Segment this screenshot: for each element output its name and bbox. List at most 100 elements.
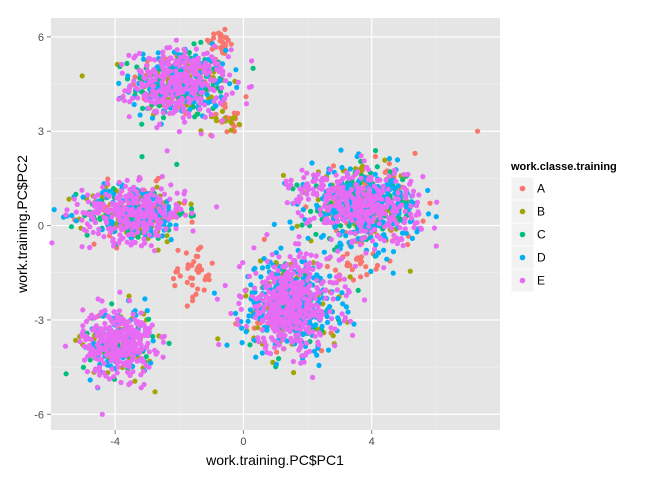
point-E bbox=[361, 297, 368, 303]
point-E bbox=[122, 183, 128, 189]
point-E bbox=[164, 60, 170, 66]
point-A bbox=[350, 277, 356, 283]
point-E bbox=[117, 315, 124, 321]
point-D bbox=[414, 229, 420, 235]
point-D bbox=[390, 270, 396, 276]
point-E bbox=[160, 110, 166, 116]
point-E bbox=[101, 234, 107, 240]
point-E bbox=[195, 55, 202, 61]
point-E bbox=[334, 287, 340, 293]
point-D bbox=[69, 212, 75, 219]
point-A bbox=[358, 254, 365, 260]
point-E bbox=[74, 201, 80, 207]
point-C bbox=[150, 333, 156, 340]
point-E bbox=[394, 208, 400, 214]
point-D bbox=[381, 247, 387, 253]
point-E bbox=[147, 56, 153, 62]
point-E bbox=[163, 93, 169, 99]
point-E bbox=[336, 206, 342, 212]
point-D bbox=[433, 214, 439, 220]
point-D bbox=[165, 203, 171, 209]
point-D bbox=[149, 115, 156, 121]
point-A bbox=[324, 263, 330, 270]
point-E bbox=[178, 206, 184, 212]
point-A bbox=[189, 282, 195, 288]
point-E bbox=[98, 310, 105, 316]
legend-label-B: B bbox=[537, 205, 545, 219]
point-D bbox=[287, 219, 293, 225]
point-E bbox=[149, 99, 155, 105]
point-E bbox=[336, 231, 342, 238]
point-E bbox=[271, 279, 277, 285]
point-E bbox=[220, 117, 226, 123]
point-E bbox=[167, 68, 173, 74]
point-E bbox=[138, 243, 145, 249]
point-E bbox=[393, 178, 399, 184]
point-B bbox=[330, 333, 336, 339]
point-E bbox=[272, 344, 278, 351]
point-E bbox=[98, 356, 104, 362]
point-C bbox=[143, 354, 149, 360]
point-E bbox=[377, 215, 383, 221]
point-E bbox=[255, 335, 261, 341]
point-E bbox=[405, 171, 411, 177]
point-E bbox=[135, 229, 141, 235]
point-E bbox=[307, 301, 313, 307]
point-E bbox=[293, 325, 299, 331]
point-D bbox=[116, 80, 122, 86]
point-E bbox=[130, 369, 136, 375]
point-E bbox=[403, 192, 409, 198]
point-E bbox=[167, 213, 173, 219]
point-E bbox=[333, 201, 339, 207]
point-D bbox=[373, 242, 379, 248]
point-E bbox=[131, 184, 137, 190]
point-E bbox=[236, 300, 242, 307]
point-E bbox=[324, 256, 330, 262]
point-E bbox=[386, 173, 392, 179]
point-E bbox=[193, 96, 200, 102]
point-E bbox=[145, 332, 151, 339]
point-D bbox=[335, 315, 341, 321]
point-E bbox=[236, 264, 242, 270]
point-A bbox=[475, 128, 481, 134]
point-E bbox=[274, 325, 280, 331]
point-D bbox=[318, 234, 325, 240]
point-E bbox=[142, 75, 148, 81]
point-B bbox=[359, 163, 366, 169]
point-E bbox=[103, 216, 109, 222]
point-E bbox=[82, 210, 88, 216]
point-C bbox=[313, 231, 319, 237]
point-E bbox=[249, 58, 255, 64]
point-E bbox=[327, 279, 333, 285]
x-tick-label: -4 bbox=[110, 436, 120, 448]
point-E bbox=[93, 323, 100, 329]
point-E bbox=[63, 212, 69, 218]
point-E bbox=[174, 47, 180, 53]
point-E bbox=[315, 171, 321, 177]
point-D bbox=[311, 348, 317, 354]
point-E bbox=[131, 55, 137, 61]
point-A bbox=[412, 150, 418, 156]
point-A bbox=[198, 244, 204, 250]
point-E bbox=[150, 83, 156, 89]
point-E bbox=[268, 317, 274, 324]
point-E bbox=[126, 193, 132, 199]
legend-label-A: A bbox=[537, 182, 545, 196]
point-B bbox=[66, 196, 72, 202]
point-D bbox=[148, 360, 154, 366]
point-E bbox=[252, 315, 258, 321]
point-E bbox=[148, 243, 154, 249]
point-E bbox=[366, 186, 372, 192]
point-E bbox=[228, 47, 234, 53]
point-D bbox=[327, 273, 333, 279]
point-D bbox=[425, 211, 432, 217]
point-D bbox=[425, 187, 431, 193]
point-E bbox=[164, 45, 170, 51]
point-E bbox=[119, 70, 125, 76]
point-E bbox=[173, 58, 179, 64]
point-E bbox=[79, 330, 85, 336]
point-E bbox=[222, 282, 228, 289]
point-D bbox=[264, 327, 270, 333]
point-E bbox=[105, 209, 111, 215]
point-E bbox=[131, 78, 137, 84]
